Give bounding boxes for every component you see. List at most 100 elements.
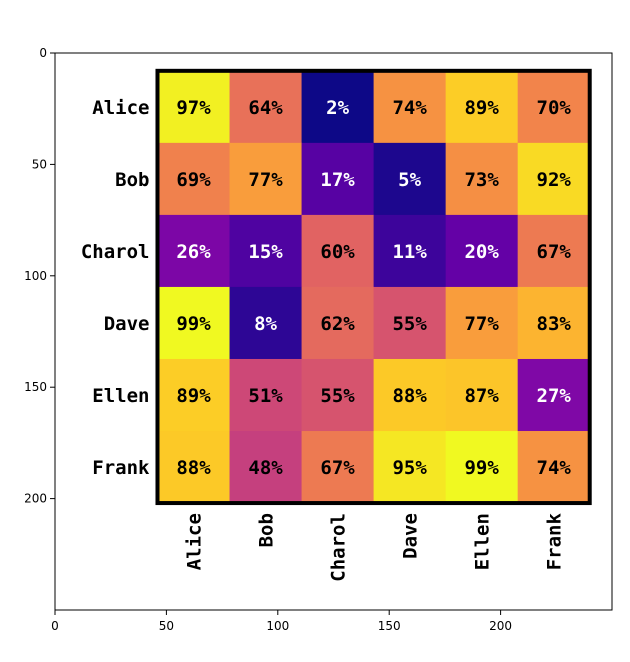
cell-value-label: 55% — [320, 385, 355, 407]
y-tick-label: 0 — [39, 46, 47, 60]
heatmap-cell — [229, 358, 303, 432]
heatmap-cell — [301, 70, 375, 144]
y-tick-label: 150 — [24, 380, 47, 394]
cell-value-label: 97% — [176, 97, 211, 119]
heatmap-cell — [373, 286, 447, 360]
cell-value-label: 88% — [392, 385, 427, 407]
heatmap-cell — [157, 70, 231, 144]
heatmap-cell — [517, 358, 591, 432]
row-label: Dave — [104, 313, 150, 335]
cell-value-label: 67% — [537, 241, 572, 263]
heatmap-cell — [445, 431, 519, 504]
cell-value-label: 89% — [464, 97, 499, 119]
column-label: Alice — [184, 513, 206, 570]
cell-value-label: 67% — [320, 457, 355, 479]
cell-value-label: 99% — [176, 313, 211, 335]
cell-value-label: 15% — [248, 241, 283, 263]
y-tick-label: 200 — [24, 492, 47, 506]
heatmap-cell — [157, 431, 231, 504]
x-axis-ticks: 0 50 100 150 200 — [51, 610, 512, 633]
column-label: Ellen — [472, 513, 494, 570]
cell-value-label: 51% — [248, 385, 283, 407]
cell-value-label: 64% — [248, 97, 283, 119]
heatmap-cell — [229, 214, 303, 288]
cell-value-label: 89% — [176, 385, 211, 407]
y-tick-label: 50 — [32, 157, 47, 171]
heatmap-cell — [301, 286, 375, 360]
heatmap-cell — [157, 214, 231, 288]
cell-value-label: 55% — [392, 313, 427, 335]
cell-value-label: 60% — [320, 241, 355, 263]
heatmap-cell — [445, 358, 519, 432]
x-tick-label: 100 — [266, 619, 289, 633]
row-labels: Alice Bob Charol Dave Ellen Frank — [81, 97, 150, 479]
cell-value-label: 74% — [537, 457, 572, 479]
heatmap-cell — [445, 214, 519, 288]
column-label: Charol — [328, 513, 350, 582]
heatmap-cell — [229, 142, 303, 216]
row-label: Frank — [92, 457, 150, 479]
y-axis-ticks: 0 50 100 150 200 — [24, 46, 55, 506]
cell-value-label: 73% — [464, 169, 499, 191]
column-label: Dave — [400, 513, 422, 559]
heatmap-cell — [373, 358, 447, 432]
cell-value-label: 5% — [398, 169, 421, 191]
heatmap-cell — [517, 431, 591, 504]
heatmap-cell — [373, 142, 447, 216]
heatmap-cell — [373, 214, 447, 288]
column-labels: Alice Bob Charol Dave Ellen Frank — [184, 513, 566, 582]
y-tick-label: 100 — [24, 269, 47, 283]
cell-value-label: 99% — [464, 457, 499, 479]
heatmap-cell — [229, 286, 303, 360]
cell-value-label: 27% — [537, 385, 572, 407]
x-tick-label: 200 — [489, 619, 512, 633]
cell-value-label: 2% — [326, 97, 349, 119]
heatmap-border-group — [155, 68, 592, 506]
cell-value-label: 69% — [176, 169, 211, 191]
heatmap-cell — [445, 286, 519, 360]
heatmap-cell — [517, 214, 591, 288]
cell-value-label: 20% — [464, 241, 499, 263]
heatmap-cell — [517, 70, 591, 144]
heatmap-cell — [301, 214, 375, 288]
heatmap-cell — [229, 431, 303, 504]
x-tick-label: 50 — [159, 619, 174, 633]
cell-value-label: 26% — [176, 241, 211, 263]
cell-value-label: 77% — [464, 313, 499, 335]
row-label: Bob — [115, 169, 149, 191]
heatmap-cell — [517, 286, 591, 360]
heatmap-cell — [301, 142, 375, 216]
cell-value-label: 70% — [537, 97, 572, 119]
heatmap-cell — [301, 431, 375, 504]
cell-value-label: 74% — [392, 97, 427, 119]
cell-value-label: 8% — [254, 313, 277, 335]
heatmap-cell — [445, 70, 519, 144]
cell-value-label: 88% — [176, 457, 211, 479]
cell-value-label: 92% — [537, 169, 572, 191]
cell-value-label: 95% — [392, 457, 427, 479]
cell-value-label: 77% — [248, 169, 283, 191]
heatmap-cell — [157, 286, 231, 360]
row-label: Charol — [81, 241, 150, 263]
cell-value-label: 62% — [320, 313, 355, 335]
heatmap-cell — [157, 358, 231, 432]
cell-value-label: 87% — [464, 385, 499, 407]
heatmap-cell — [373, 70, 447, 144]
heatmap-cells: 97% 64% 2% 74% 89% 70% 69% 77% 17% 5% 73% 92% 26% 15%… — [157, 70, 591, 504]
x-tick-label: 0 — [51, 619, 59, 633]
cell-value-label: 17% — [320, 169, 355, 191]
heatmap-cell — [301, 358, 375, 432]
heatmap-cell — [445, 142, 519, 216]
column-label: Frank — [544, 513, 566, 571]
column-label: Bob — [256, 513, 278, 547]
row-label: Alice — [92, 97, 149, 119]
heatmap-border — [155, 68, 592, 506]
cell-value-label: 83% — [537, 313, 572, 335]
row-label: Ellen — [92, 385, 149, 407]
x-tick-label: 150 — [378, 619, 401, 633]
heatmap-cell — [229, 70, 303, 144]
heatmap-cell — [517, 142, 591, 216]
cell-value-label: 48% — [248, 457, 283, 479]
